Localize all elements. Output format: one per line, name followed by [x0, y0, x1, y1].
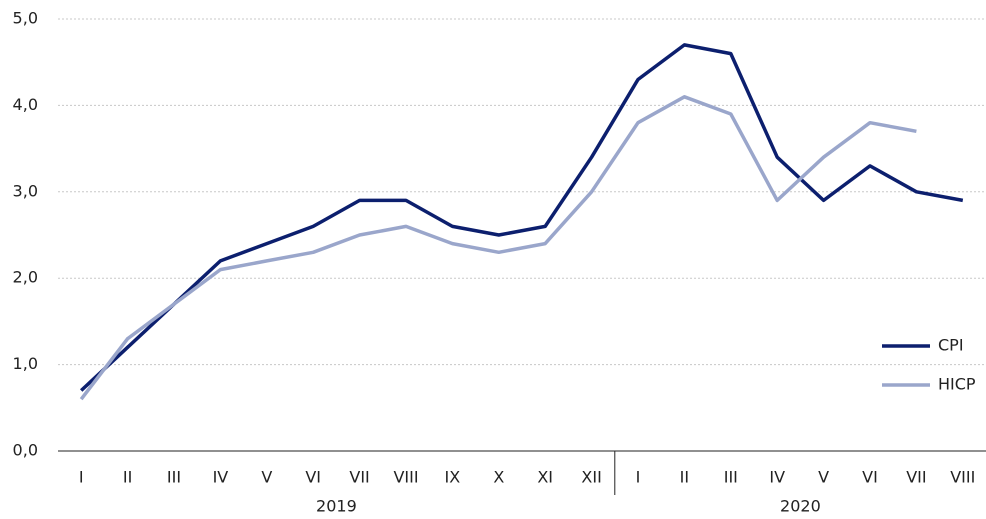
legend-label: CPI [938, 336, 964, 355]
x-tick-label: II [680, 468, 689, 487]
x-tick-label: III [724, 468, 738, 487]
y-tick-label: 1,0 [13, 354, 38, 373]
y-tick-label: 0,0 [13, 441, 38, 460]
year-label: 2020 [780, 497, 821, 516]
x-tick-label: II [123, 468, 132, 487]
x-tick-label: IX [445, 468, 461, 487]
x-tick-label: IV [769, 468, 785, 487]
series-line [80, 43, 964, 392]
y-tick-label: 5,0 [13, 9, 38, 28]
x-tick-label: VIII [950, 468, 975, 487]
x-tick-label: I [636, 468, 641, 487]
legend-label: HICP [938, 375, 976, 394]
x-tick-label: VIII [393, 468, 418, 487]
y-tick-label: 2,0 [13, 268, 38, 287]
x-tick-label: XI [537, 468, 553, 487]
x-tick-label: VII [349, 468, 369, 487]
x-tick-label: VII [906, 468, 926, 487]
y-tick-label: 3,0 [13, 181, 38, 200]
x-tick-label: VI [862, 468, 878, 487]
series-line [79, 95, 917, 401]
x-tick-label: IV [213, 468, 229, 487]
x-tick-label: III [167, 468, 181, 487]
x-tick-label: V [261, 468, 272, 487]
x-tick-label: XII [581, 468, 601, 487]
x-tick-label: V [818, 468, 829, 487]
year-label: 2019 [316, 497, 357, 516]
x-tick-label: VI [305, 468, 321, 487]
x-tick-label: X [493, 468, 504, 487]
y-tick-label: 4,0 [13, 95, 38, 114]
x-tick-label: I [79, 468, 84, 487]
